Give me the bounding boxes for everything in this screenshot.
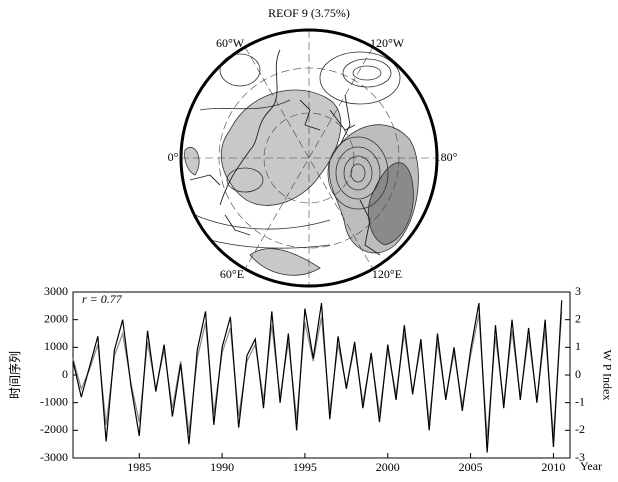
y-tick-label: 0	[62, 367, 68, 381]
polar-map	[179, 28, 439, 288]
shaded-region	[184, 147, 200, 176]
longitude-label: 120°W	[370, 36, 405, 50]
longitude-label: 120°E	[372, 267, 402, 281]
y-tick-label: -1000	[40, 394, 68, 408]
y-tick-label: -2000	[40, 422, 68, 436]
x-tick-label: 1995	[293, 460, 317, 474]
x-axis-label: Year	[580, 459, 602, 473]
x-tick-label: 2000	[376, 460, 400, 474]
y2-tick-label: -1	[575, 394, 585, 408]
y2-tick-label: 0	[575, 367, 581, 381]
x-tick-label: 1990	[210, 460, 234, 474]
y2-tick-label: -2	[575, 422, 585, 436]
x-tick-label: 1985	[127, 460, 151, 474]
longitude-label: 60°W	[216, 36, 245, 50]
y-tick-label: 3000	[44, 284, 68, 298]
longitude-label: 180°	[435, 150, 458, 164]
series-line	[72, 300, 563, 453]
y-tick-label: -3000	[40, 450, 68, 464]
y-axis-label: 时间序列	[7, 351, 22, 399]
contours	[194, 51, 401, 249]
shaded-region	[249, 248, 321, 276]
shaded-region	[221, 89, 342, 206]
map-border	[179, 28, 439, 288]
longitude-label: 0°	[168, 150, 179, 164]
longitude-label: 60°E	[220, 267, 244, 281]
y2-tick-label: -3	[575, 450, 585, 464]
annotation: r = 0.77	[82, 292, 123, 306]
y2-tick-label: 1	[575, 339, 581, 353]
y2-tick-label: 3	[575, 284, 581, 298]
x-tick-label: 2010	[541, 460, 565, 474]
y2-tick-label: 2	[575, 311, 581, 325]
coastlines	[189, 49, 381, 256]
shaded-region	[368, 162, 414, 246]
y2-axis-label: W P Index	[600, 350, 614, 401]
y-tick-label: 2000	[44, 311, 68, 325]
y-tick-label: 1000	[44, 339, 68, 353]
map-title: REOF 9 (3.75%)	[268, 6, 350, 20]
map-labels: 60°W 120°W 0° 180° 60°E 120°E	[168, 36, 458, 281]
x-tick-label: 2005	[459, 460, 483, 474]
